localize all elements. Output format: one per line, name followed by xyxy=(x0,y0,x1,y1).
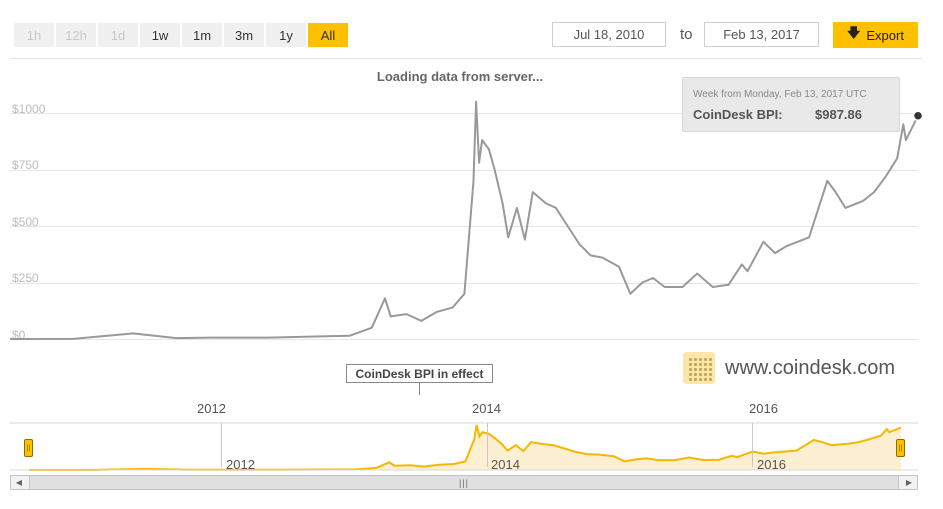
range-button-1h: 1h xyxy=(14,23,54,47)
tooltip-date: Week from Monday, Feb 13, 2017 UTC xyxy=(693,89,867,100)
gridline xyxy=(10,113,918,114)
navigator-year-label: 2014 xyxy=(472,401,501,416)
navigator-inner-year-label: 2016 xyxy=(757,457,786,472)
gridline xyxy=(10,170,918,171)
date-range-to-label: to xyxy=(680,26,693,43)
scroll-right-arrow-icon[interactable]: ▶ xyxy=(905,478,913,487)
navigator-year-label: 2012 xyxy=(197,401,226,416)
navigator-inner-year-label: 2014 xyxy=(491,457,520,472)
range-button-1m[interactable]: 1m xyxy=(182,23,222,47)
y-tick-label: $500 xyxy=(12,215,39,229)
navigator-right-handle[interactable]: || xyxy=(896,439,905,457)
range-button-1w[interactable]: 1w xyxy=(140,23,180,47)
gridline xyxy=(10,226,918,227)
export-button-label: Export xyxy=(866,27,904,43)
navigator-scrollbar[interactable]: ◀ ||| ▶ xyxy=(10,475,918,490)
range-selector: 1h 12h 1d 1w 1m 3m 1y All xyxy=(14,23,348,47)
bpi-series-line xyxy=(9,100,919,340)
navigator-left-handle[interactable]: || xyxy=(24,439,33,457)
download-arrow-icon: 🡇 xyxy=(847,25,861,40)
range-button-1y[interactable]: 1y xyxy=(266,23,306,47)
gridline xyxy=(10,339,918,340)
gridline xyxy=(10,283,918,284)
range-button-all[interactable]: All xyxy=(308,23,348,47)
y-tick-label: $750 xyxy=(12,158,39,172)
bpi-in-effect-flag[interactable]: CoinDesk BPI in effect xyxy=(346,364,493,383)
flag-pointer xyxy=(419,383,420,395)
loading-status: Loading data from server... xyxy=(376,69,544,84)
brand-url: www.coindesk.com xyxy=(725,357,896,379)
navigator-year-tick xyxy=(221,423,222,467)
navigator-year-label: 2016 xyxy=(749,401,778,416)
navigator-year-tick xyxy=(487,423,488,467)
tooltip-label: CoinDesk BPI: xyxy=(693,107,783,122)
date-to-input[interactable]: Feb 13, 2017 xyxy=(704,22,819,47)
date-from-input[interactable]: Jul 18, 2010 xyxy=(552,22,666,47)
range-button-1d: 1d xyxy=(98,23,138,47)
range-button-3m[interactable]: 3m xyxy=(224,23,264,47)
navigator-year-tick xyxy=(752,423,753,467)
export-button[interactable]: 🡇 Export xyxy=(833,22,918,48)
navigator-series-line xyxy=(29,424,902,471)
hover-point-marker xyxy=(912,110,924,121)
tooltip-value: $987.86 xyxy=(815,107,862,122)
navigator-inner-year-label: 2012 xyxy=(226,457,255,472)
header-divider xyxy=(10,58,923,59)
chart-tooltip: Week from Monday, Feb 13, 2017 UTC CoinD… xyxy=(682,77,900,132)
scrollbar-thumb[interactable]: ||| xyxy=(29,476,899,489)
coindesk-logo-icon xyxy=(683,352,715,384)
scroll-left-arrow-icon[interactable]: ◀ xyxy=(15,478,23,487)
y-tick-label: $1000 xyxy=(12,102,46,116)
range-button-12h: 12h xyxy=(56,23,96,47)
y-tick-label: $250 xyxy=(12,271,39,285)
